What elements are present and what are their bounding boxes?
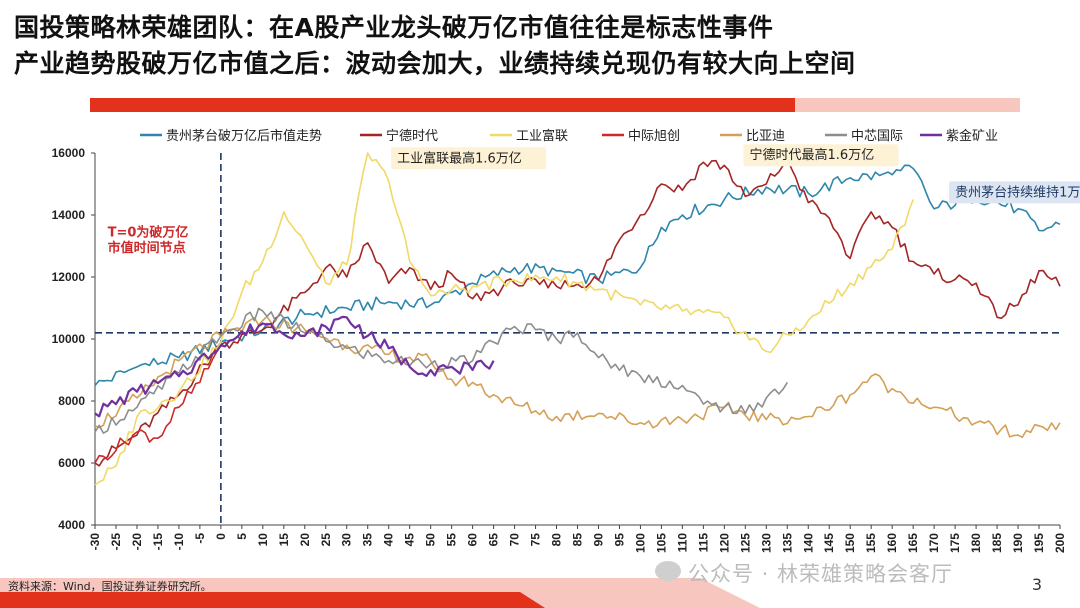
x-tick-label: 145 [822, 533, 836, 553]
x-tick-label: -20 [130, 533, 144, 551]
x-tick-label: 175 [948, 533, 962, 553]
series-line-0 [94, 164, 1061, 387]
x-tick-label: -5 [193, 533, 207, 544]
x-tick-label: 5 [235, 533, 249, 540]
y-tick-label: 16000 [52, 146, 86, 160]
legend-label-3: 中际旭创 [628, 129, 680, 144]
title-line-1: 国投策略林荣雄团队：在A股产业龙头破万亿市值往往是标志性事件 [14, 13, 774, 42]
x-tick-label: 200 [1053, 533, 1067, 553]
x-tick-label: 50 [424, 533, 438, 547]
x-tick-label: 10 [256, 533, 270, 547]
x-tick-label: 30 [340, 533, 354, 547]
legend-label-5: 中芯国际 [851, 129, 903, 144]
x-tick-label: 185 [990, 533, 1004, 553]
legend-label-0: 贵州茅台破万亿后市值走势 [166, 128, 322, 144]
y-tick-label: 4000 [58, 518, 85, 532]
x-tick-label: 150 [843, 533, 857, 553]
page-number: 3 [1031, 575, 1042, 594]
x-tick-label: 190 [1011, 533, 1025, 553]
x-tick-label: 130 [759, 533, 773, 553]
series-line-3 [94, 344, 222, 464]
x-tick-label: 95 [612, 533, 626, 547]
line-chart: 4000 6000 8000 10000 12000 14000 16000 -30 -25 -2… [52, 128, 1080, 553]
x-tick-label: 160 [885, 533, 899, 553]
x-tick-label: 60 [466, 533, 480, 547]
x-tick-label: 75 [529, 533, 543, 547]
annotation-text-1: 市值时间节点 [108, 240, 186, 256]
annotation-box-3 [743, 144, 899, 167]
x-tick-label: 15 [277, 533, 291, 547]
annotation-text-3: 宁德时代最高1.6万亿 [750, 147, 875, 163]
footer-band-red [0, 592, 545, 608]
series-line-1 [94, 158, 1061, 467]
x-tick-label: 25 [319, 533, 333, 547]
x-tick-label: -10 [172, 533, 186, 551]
x-tick-label: 65 [487, 533, 501, 547]
series-line-5 [94, 307, 788, 434]
x-tick-label: 115 [696, 533, 710, 553]
y-tick-label: 14000 [52, 208, 86, 222]
x-tick-label: 110 [675, 533, 689, 553]
annotation-text-0: T=0为破万亿 [108, 225, 189, 241]
title-line-2: 产业趋势股破万亿市值之后：波动会加大，业绩持续兑现仍有较大向上空间 [14, 49, 856, 78]
x-tick-label: 105 [654, 533, 668, 553]
x-tick-label: 90 [591, 533, 605, 547]
legend-label-1: 宁德时代 [386, 128, 438, 144]
series-line-4 [94, 315, 1061, 439]
y-tick-label: 6000 [58, 456, 85, 470]
x-tick-label: 35 [361, 533, 375, 547]
series-line-6 [94, 315, 495, 418]
y-tick-label: 8000 [58, 394, 85, 408]
wechat-icon [655, 561, 681, 581]
annotation-text-2: 工业富联最高1.6万亿 [397, 150, 522, 166]
y-tick-label: 10000 [52, 332, 86, 346]
x-tick-label: 80 [550, 533, 564, 547]
x-tick-label: 40 [382, 533, 396, 547]
series-line-2 [94, 152, 914, 486]
x-tick-label: 125 [738, 533, 752, 553]
x-tick-label: -30 [88, 533, 102, 551]
x-tick-label: 140 [801, 533, 815, 553]
x-tick-label: 0 [214, 533, 228, 540]
x-tick-label: 45 [403, 533, 417, 547]
annotation-text-4: 贵州茅台持续维持1万亿以上 [955, 185, 1080, 200]
source-note: 资料来源：Wind，国投证券证券研究所。 [8, 580, 212, 593]
x-tick-label: 120 [717, 533, 731, 553]
x-tick-label: 20 [298, 533, 312, 547]
annotation-box-2 [391, 147, 547, 170]
x-tick-label: 195 [1032, 533, 1046, 553]
x-tick-label: -25 [109, 533, 123, 551]
x-tick-label: 170 [927, 533, 941, 553]
annotation-box-4 [949, 181, 1080, 204]
x-tick-label: 70 [508, 533, 522, 547]
x-tick-label: -15 [151, 533, 165, 551]
x-tick-label: 85 [571, 533, 585, 547]
y-tick-label: 12000 [52, 270, 86, 284]
legend-label-6: 紫金矿业 [946, 128, 998, 144]
x-tick-label: 165 [906, 533, 920, 553]
footer-band [0, 578, 760, 608]
legend-label-4: 比亚迪 [746, 129, 785, 144]
x-tick-label: 55 [445, 533, 459, 547]
x-tick-label: 180 [969, 533, 983, 553]
x-tick-label: 135 [780, 533, 794, 553]
legend-label-2: 工业富联 [516, 128, 568, 144]
x-tick-label: 100 [633, 533, 647, 553]
watermark: 公众号 · 林荣雄策略会客厅 [688, 562, 954, 586]
title-underline-red [90, 98, 795, 112]
x-tick-label: 155 [864, 533, 878, 553]
